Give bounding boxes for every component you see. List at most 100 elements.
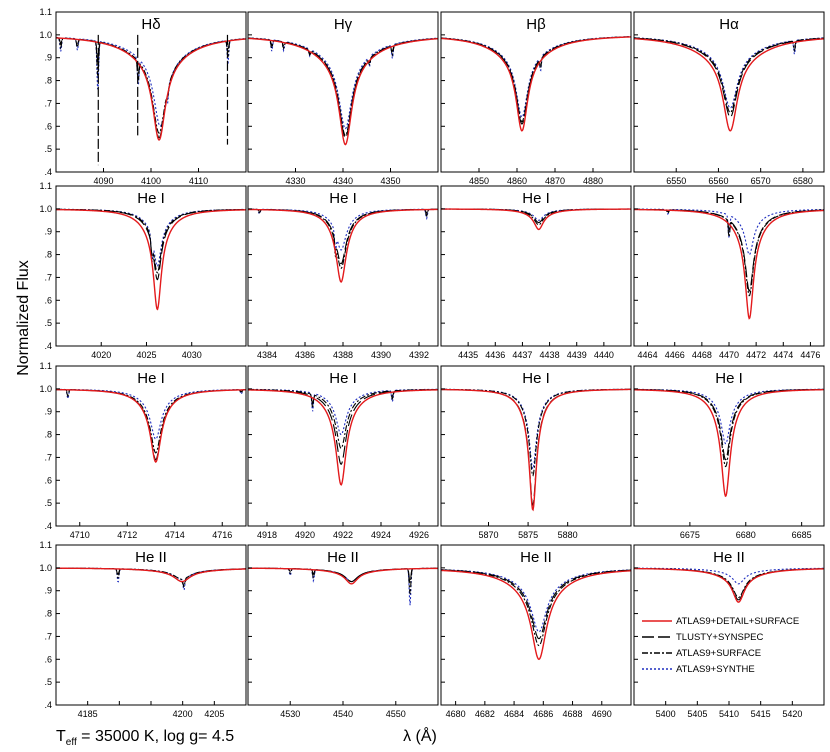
x-tick-label: 4476: [800, 350, 820, 360]
panel-frame: [440, 185, 632, 347]
series-line-atlas9-surface: [634, 37, 824, 114]
x-tick-label: 4860: [507, 176, 527, 186]
panel-plot: [56, 34, 246, 166]
x-tick-label: 4686: [533, 709, 553, 719]
panel-12: He I 6675 6680 6685: [633, 365, 825, 540]
panel-4: Hα 6550 6560 6570 6580: [633, 11, 825, 186]
panel-5: He I 4020 4025 4030 .4 .5 .6 .7 .8 .9 1.0 1.1: [39, 181, 247, 360]
series-line-atlas9-surface: [441, 208, 631, 226]
series-line-tlusty-synspec: [56, 208, 246, 281]
panel-16: He II 5400 5405 5410 5415 5420: [633, 544, 825, 719]
panel-1: Hδ 4090 4100 4110 .4 .5 .6 .7 .8 .9 1.0 1.1: [39, 7, 247, 186]
y-tick-label: .6: [44, 121, 52, 131]
x-tick-label: 4330: [285, 176, 305, 186]
y-tick-label: .6: [44, 295, 52, 305]
panel-7: He I 4435 4436 4437 4438 4439 4440: [440, 185, 632, 360]
x-tick-label: 4200: [173, 709, 193, 719]
x-tick-label: 5410: [719, 709, 739, 719]
y-tick-label: .6: [44, 654, 52, 664]
x-tick-label: 5880: [558, 530, 578, 540]
x-tick-label: 4464: [638, 350, 658, 360]
panel-frame: [440, 365, 632, 527]
series-line-atlas9-synthe: [441, 569, 631, 633]
series-line-tlusty-synspec: [56, 37, 246, 139]
y-tick-label: .7: [44, 272, 52, 282]
x-tick-label: 4690: [592, 709, 612, 719]
x-tick-label: 4682: [475, 709, 495, 719]
series-line-tlusty-synspec: [248, 389, 438, 466]
y-tick-label: 1.0: [39, 30, 52, 40]
y-tick-label: .4: [44, 341, 52, 351]
series-line-atlas9-synthe: [56, 388, 246, 440]
y-tick-label: .9: [44, 227, 52, 237]
x-tick-label: 4030: [182, 350, 202, 360]
panel-plot: [441, 36, 631, 132]
series-line-atlas9-detail-surface: [441, 208, 631, 231]
x-tick-label: 4716: [212, 530, 232, 540]
panel-title: He I: [522, 370, 550, 387]
x-tick-label: 4185: [78, 709, 98, 719]
series-line-atlas9-synthe: [248, 37, 438, 130]
y-tick-label: .7: [44, 631, 52, 641]
x-tick-label: 4880: [583, 176, 603, 186]
panel-frame: [247, 11, 439, 173]
y-tick-label: 1.0: [39, 204, 52, 214]
y-tick-label: .5: [44, 677, 52, 687]
panel-frame: [55, 185, 247, 347]
y-tick-label: 1.1: [39, 181, 52, 191]
series-line-atlas9-synthe: [634, 208, 824, 256]
x-tick-label: 4926: [409, 530, 429, 540]
x-tick-label: 5875: [518, 530, 538, 540]
parameter-caption: Teff = 35000 K, log g= 4.5: [56, 728, 234, 748]
x-tick-label: 6580: [793, 176, 813, 186]
panel-title: He II: [713, 549, 745, 566]
series-line-atlas9-synthe: [56, 36, 246, 127]
y-tick-label: .8: [44, 430, 52, 440]
y-tick-label: .5: [44, 498, 52, 508]
x-tick-label: 4100: [141, 176, 161, 186]
x-tick-label: 6680: [736, 530, 756, 540]
panel-plot: [441, 388, 631, 512]
y-tick-label: 1.0: [39, 563, 52, 573]
x-tick-label: 4350: [380, 176, 400, 186]
series-line-atlas9-surface: [441, 388, 631, 477]
panel-11: He I 5870 5875 5880: [440, 365, 632, 540]
y-tick-label: .9: [44, 407, 52, 417]
y-tick-label: .4: [44, 167, 52, 177]
x-tick-label: 4530: [280, 709, 300, 719]
series-line-tlusty-synspec: [441, 36, 631, 125]
panel-title: He II: [520, 549, 552, 566]
y-tick-label: .8: [44, 76, 52, 86]
panel-title: He I: [715, 190, 743, 207]
panel-plot: [56, 388, 246, 463]
series-line-tlusty-synspec: [441, 569, 631, 640]
series-line-tlusty-synspec: [248, 208, 438, 265]
series-line-atlas9-detail-surface: [248, 389, 438, 486]
panel-title: Hβ: [526, 16, 546, 33]
x-tick-label: 4436: [485, 350, 505, 360]
series-line-tlusty-synspec: [634, 37, 824, 118]
panel-3: Hβ 4850 4860 4870 4880: [440, 11, 632, 186]
panel-plot: [248, 208, 438, 283]
panel-6: He I 4384 4386 4388 4390 4392: [247, 185, 439, 360]
series-line-atlas9-detail-surface: [441, 569, 631, 661]
legend-label: ATLAS9+SURFACE: [676, 648, 761, 659]
x-tick-label: 4386: [295, 350, 315, 360]
x-tick-label: 6570: [751, 176, 771, 186]
series-line-tlusty-synspec: [441, 208, 631, 224]
legend-label: ATLAS9+SYNTHE: [676, 664, 755, 675]
panel-10: He I 4918 4920 4922 4924 4926: [247, 365, 439, 540]
y-tick-label: 1.1: [39, 540, 52, 550]
panel-plot: [634, 208, 824, 320]
series-line-atlas9-surface: [634, 208, 824, 297]
series-line-atlas9-surface: [248, 388, 438, 449]
x-tick-label: 5415: [751, 709, 771, 719]
x-tick-label: 5405: [687, 709, 707, 719]
series-line-atlas9-synthe: [441, 388, 631, 470]
x-tick-label: 4205: [204, 709, 224, 719]
x-tick-label: 4550: [386, 709, 406, 719]
series-line-tlusty-synspec: [248, 567, 438, 584]
panel-frame: [55, 11, 247, 173]
panel-frame: [440, 11, 632, 173]
x-tick-label: 4439: [567, 350, 587, 360]
